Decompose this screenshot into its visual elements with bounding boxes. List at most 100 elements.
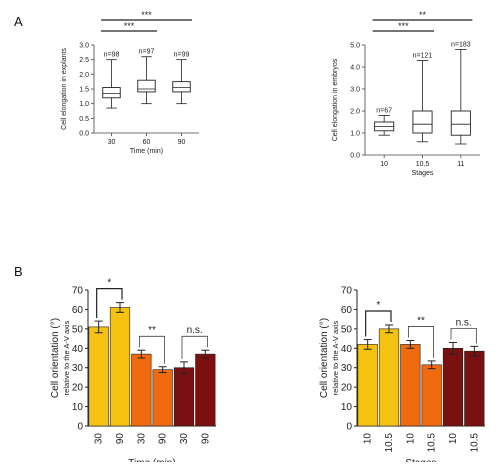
box-plot-embryos: 0.0 1.0 2.0 3.0 4.0 5.0 Cell elongation in emb… [332, 10, 480, 177]
box [172, 81, 191, 93]
y-tick-label: 0.0 [79, 131, 89, 138]
n-label: n=99 [174, 52, 190, 59]
x-tick-label: 30 [94, 433, 105, 445]
bar-chart-time: 0 10 20 30 40 50 60 70 Cell orientation (°) relat… [50, 278, 216, 462]
box-plot-explants: 0.0 0.5 1.0 1.5 2.0 2.5 3.0 Cell elongation in … [61, 10, 199, 155]
x-tick-label: 30 [179, 433, 190, 445]
bar [173, 367, 195, 427]
significance-bracket [407, 326, 435, 358]
y-tick-label: 60 [72, 305, 84, 316]
bar-chart-stages: 0 10 20 30 40 50 60 70 Cell orientation (°) relat… [319, 286, 485, 462]
x-tick-label: 90 [115, 433, 126, 445]
y-tick-label: 3.0 [350, 87, 360, 94]
box [412, 110, 433, 134]
significance-label: n.s. [456, 317, 472, 328]
box [102, 87, 121, 99]
bar [442, 347, 464, 427]
y-tick-label: 1.0 [79, 101, 89, 108]
significance-label: ** [148, 325, 156, 336]
y-axis-label: Cell elongation in embryos [332, 58, 339, 141]
y-tick-label: 1.0 [350, 131, 360, 138]
significance-bracket [365, 310, 392, 337]
significance-label: *** [141, 10, 152, 20]
y-tick-label: 50 [341, 324, 353, 335]
x-tick-label: 10.5 [469, 433, 480, 453]
y-tick-label: 0 [77, 422, 83, 433]
y-tick-label: 2.0 [350, 109, 360, 116]
x-axis-label: Time (min) [128, 458, 175, 462]
x-tick-label: 10 [405, 433, 416, 445]
significance-label: ** [419, 10, 427, 20]
y-tick-label: 5.0 [350, 43, 360, 50]
significance-bracket [138, 335, 166, 364]
x-tick-label: 10 [380, 161, 388, 168]
x-tick-label: 30 [108, 139, 116, 146]
bar [421, 364, 442, 427]
significance-label: * [107, 278, 111, 289]
y-tick-label: 10 [341, 402, 353, 413]
y-tick-label: 4.0 [350, 65, 360, 72]
significance-bracket [450, 328, 477, 344]
y-tick-label: 20 [341, 383, 353, 394]
y-tick-label: 50 [72, 324, 84, 335]
y-tick-label: 70 [341, 286, 353, 297]
y-tick-label: 1.5 [79, 87, 89, 94]
y-tick-label: 0.0 [350, 153, 360, 160]
significance-bracket [96, 288, 123, 319]
x-axis-label: Time (min) [130, 148, 163, 155]
y-tick-label: 2.0 [79, 72, 89, 79]
significance-label: * [376, 300, 380, 311]
x-tick-label: 30 [136, 433, 147, 445]
y-tick-label: 10 [72, 402, 84, 413]
significance-label: *** [124, 21, 135, 31]
bar [152, 369, 173, 427]
y-tick-label: 0 [346, 422, 352, 433]
x-tick-label: 90 [158, 433, 169, 445]
x-tick-label: 10.5 [427, 433, 438, 453]
n-label: n=67 [376, 107, 392, 114]
y-tick-label: 30 [72, 363, 84, 374]
bar [464, 350, 485, 427]
bar [195, 353, 216, 427]
y-tick-label: 20 [72, 383, 84, 394]
n-label: n=98 [104, 52, 120, 59]
y-axis-sublabel: relative to the A-V axis [62, 320, 71, 395]
y-axis-label: Cell orientation (°) [319, 318, 330, 398]
x-tick-label: 10.5 [384, 433, 395, 453]
significance-label: *** [398, 21, 409, 31]
x-axis-label: Stages [412, 170, 434, 177]
y-axis-label: Cell elongation in explants [61, 48, 68, 130]
x-tick-label: 10 [363, 433, 374, 445]
x-tick-label: 10.5 [416, 161, 430, 168]
y-tick-label: 40 [341, 344, 353, 355]
n-label: n=121 [413, 52, 433, 59]
bar [131, 353, 152, 427]
box [137, 79, 156, 93]
bar [400, 344, 421, 427]
x-tick-label: 10 [448, 433, 459, 445]
bar [88, 326, 109, 427]
y-axis-label: Cell orientation (°) [50, 318, 61, 398]
significance-label: ** [417, 316, 425, 327]
y-tick-label: 40 [72, 344, 84, 355]
y-tick-label: 2.5 [79, 57, 89, 64]
y-axis-sublabel: relative to the A-V axis [331, 320, 340, 395]
n-label: n=183 [451, 41, 471, 48]
y-tick-label: 0.5 [79, 116, 89, 123]
bar [357, 344, 378, 427]
n-label: n=97 [139, 49, 155, 56]
bar [109, 307, 131, 427]
x-axis-label: Stages [405, 458, 436, 462]
x-tick-label: 11 [457, 161, 464, 168]
x-tick-label: 90 [178, 139, 186, 146]
x-tick-label: 60 [143, 139, 151, 146]
x-tick-label: 90 [200, 433, 211, 445]
y-tick-label: 70 [72, 286, 84, 297]
y-tick-label: 30 [341, 363, 353, 374]
panel-b-label: B [14, 264, 23, 279]
bar [378, 328, 400, 427]
significance-label: n.s. [187, 325, 203, 336]
y-tick-label: 60 [341, 305, 353, 316]
significance-bracket [181, 335, 208, 359]
